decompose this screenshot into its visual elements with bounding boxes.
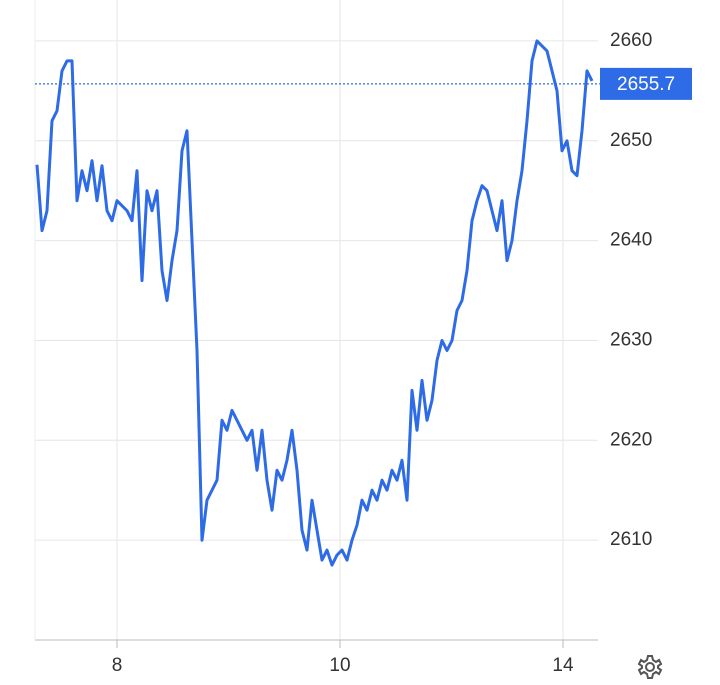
x-tick-label: 10 — [329, 655, 350, 676]
gear-outline — [637, 655, 663, 679]
y-tick-label: 2660 — [610, 30, 652, 51]
x-tick-label: 14 — [552, 655, 574, 676]
y-tick-label: 2650 — [610, 130, 652, 151]
x-tick-label: 8 — [112, 655, 123, 676]
last-value-label: 2655.7 — [617, 74, 675, 95]
y-tick-label: 2630 — [610, 329, 652, 350]
gear-hub — [645, 662, 655, 672]
y-tick-label: 2620 — [610, 429, 652, 450]
y-tick-label: 2610 — [610, 529, 652, 550]
settings-button[interactable] — [637, 655, 663, 679]
price-line — [35, 39, 594, 567]
last-value-box — [600, 67, 692, 100]
y-tick-label: 2640 — [610, 230, 652, 251]
